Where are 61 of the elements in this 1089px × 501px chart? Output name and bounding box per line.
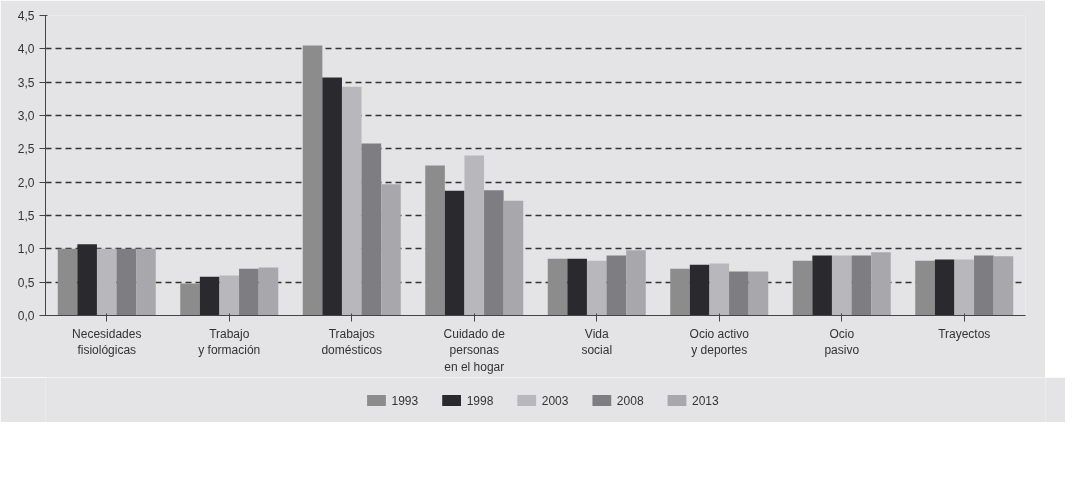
bar (934, 259, 955, 316)
y-tick-label: 1,0 (17, 242, 35, 257)
y-tick-label: 1,5 (17, 209, 35, 223)
bar (425, 165, 445, 316)
bar (729, 271, 749, 316)
x-tick-label: Ocio activo y deportes (689, 326, 750, 358)
y-tick-label: 4,0 (17, 42, 35, 57)
x-tick-label: Trayectos (938, 326, 991, 341)
bar (812, 255, 832, 316)
bar (915, 260, 935, 316)
y-tick-label: 4,5 (17, 9, 35, 23)
bar (136, 248, 156, 316)
x-tick-label: Vida social (581, 326, 613, 358)
bar (954, 259, 975, 316)
bar (484, 190, 504, 316)
bar (974, 255, 994, 316)
bar (302, 45, 323, 316)
bar (180, 283, 200, 316)
bar (626, 250, 646, 316)
y-tick-label: 2,0 (17, 175, 35, 190)
bar (116, 248, 137, 316)
bar (464, 155, 485, 316)
bar (444, 190, 465, 316)
bar (96, 248, 117, 316)
legend-label: 2013 (691, 394, 719, 408)
bar (871, 252, 891, 316)
legend-label: 2008 (616, 394, 644, 408)
x-tick-label: Ocio pasivo (824, 326, 860, 358)
legend-label: 1993 (391, 394, 419, 408)
y-tick-label: 0,0 (17, 309, 35, 323)
bar (586, 260, 607, 316)
bar (689, 264, 710, 316)
bar (341, 86, 362, 316)
y-tick-label: 3,0 (17, 109, 35, 123)
bar (361, 143, 382, 316)
bar (503, 200, 524, 316)
legend-label: 2003 (541, 394, 569, 408)
bar (258, 267, 279, 316)
bar (381, 184, 401, 316)
bar (709, 263, 730, 316)
bar (567, 258, 587, 316)
bar (57, 248, 78, 316)
y-tick-label: 3,5 (17, 75, 35, 90)
bar (993, 256, 1014, 316)
bar (670, 268, 690, 316)
bar (748, 271, 769, 316)
bar (239, 268, 259, 316)
bar (606, 255, 627, 316)
x-tick-label: Cuidado de personas en el hogar (443, 326, 506, 375)
x-tick-label: Trabajos domésticos (321, 326, 383, 358)
bar (322, 77, 342, 316)
y-tick-label: 0,5 (17, 275, 35, 290)
bar (792, 260, 813, 316)
bar (219, 275, 240, 316)
x-tick-label: Trabajo y formación (198, 326, 261, 358)
y-tick-label: 2,5 (17, 142, 35, 157)
legend-label: 1998 (466, 394, 494, 408)
bar (547, 258, 568, 316)
x-tick-label: Necesidades fisiológicas (72, 326, 142, 358)
bar (851, 255, 872, 316)
bar (831, 255, 852, 316)
